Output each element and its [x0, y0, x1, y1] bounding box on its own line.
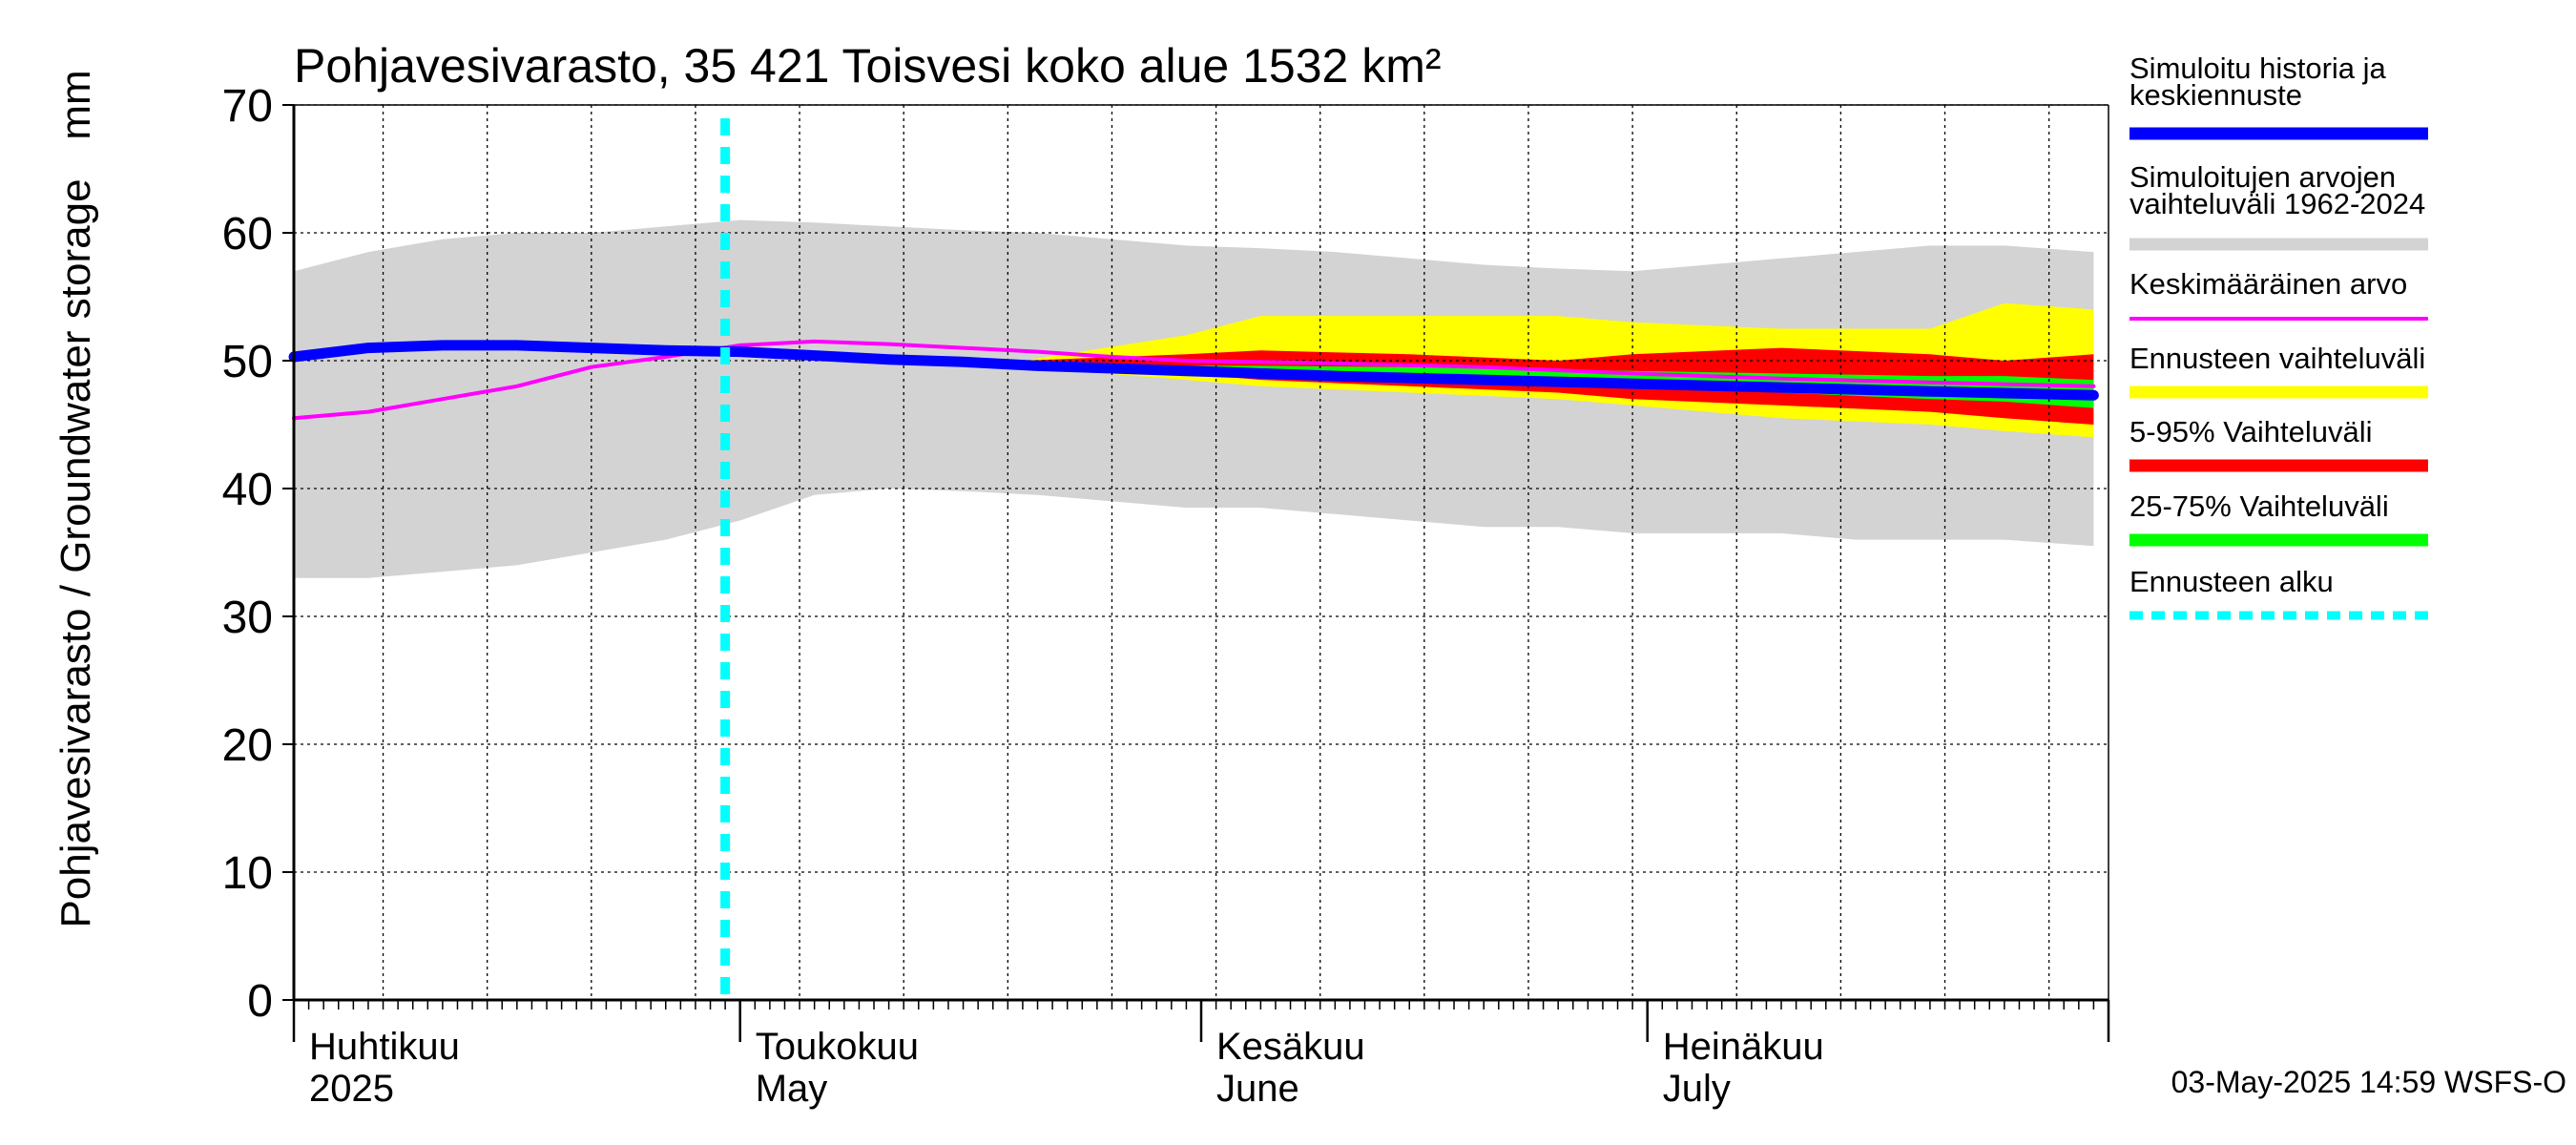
- x-month-label: Kesäkuu: [1216, 1026, 1365, 1068]
- y-axis-label: Pohjavesivarasto / Groundwater storage: [52, 178, 99, 927]
- chart-title: Pohjavesivarasto, 35 421 Toisvesi koko a…: [294, 39, 1442, 93]
- y-tick-label: 60: [222, 209, 273, 260]
- timestamp-footer: 03-May-2025 14:59 WSFS-O: [2171, 1065, 2566, 1099]
- x-month-label: Toukokuu: [756, 1026, 919, 1068]
- legend-label: Simuloitu historia ja: [2129, 52, 2387, 85]
- x-month-label: Heinäkuu: [1663, 1026, 1824, 1068]
- x-year-label: June: [1216, 1068, 1299, 1110]
- x-year-label: May: [756, 1068, 828, 1110]
- x-year-label: July: [1663, 1068, 1731, 1110]
- y-tick-label: 10: [222, 848, 273, 899]
- y-tick-label: 50: [222, 337, 273, 387]
- legend-label: Keskimääräinen arvo: [2129, 267, 2407, 301]
- y-tick-label: 40: [222, 465, 273, 515]
- mean-line: [292, 339, 2096, 421]
- y-tick-label: 0: [247, 976, 273, 1027]
- legend-label: keskiennuste: [2129, 78, 2302, 112]
- legend-label: vaihteluväli 1962-2024: [2129, 187, 2425, 220]
- x-month-label: Huhtikuu: [309, 1026, 460, 1068]
- legend-label: Ennusteen vaihteluväli: [2129, 342, 2425, 375]
- y-tick-label: 30: [222, 593, 273, 643]
- y-tick-label: 20: [222, 720, 273, 771]
- legend-label: 25-75% Vaihteluväli: [2129, 489, 2389, 523]
- legend-label: Simuloitujen arvojen: [2129, 160, 2396, 194]
- y-axis-unit: mm: [52, 70, 99, 139]
- history-line: [288, 340, 2099, 401]
- legend-label: Ennusteen alku: [2129, 565, 2334, 598]
- legend-label: 5-95% Vaihteluväli: [2129, 415, 2372, 448]
- x-year-label: 2025: [309, 1068, 394, 1110]
- y-tick-label: 70: [222, 81, 273, 132]
